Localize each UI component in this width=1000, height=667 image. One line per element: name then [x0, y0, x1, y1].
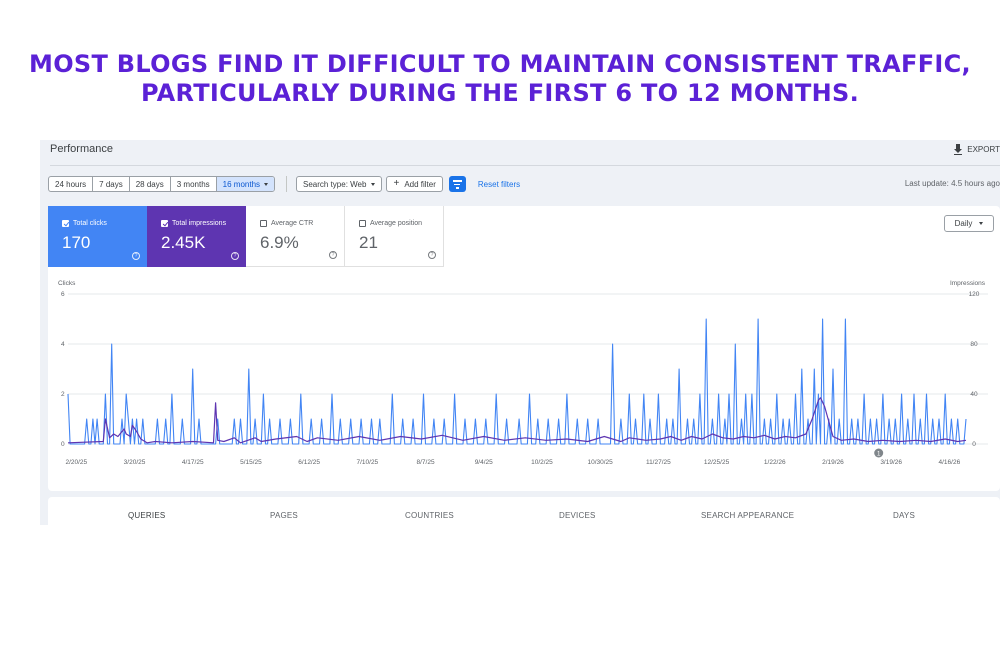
x-tick-label: 1/22/26 — [764, 459, 786, 466]
clicks-series-line — [67, 318, 967, 445]
x-tick-label: 9/4/25 — [475, 459, 493, 466]
tab-days[interactable]: DAYS — [893, 511, 915, 520]
x-tick-label: 11/27/25 — [646, 459, 671, 466]
chevron-down-icon — [264, 182, 269, 186]
metric-average-position[interactable]: Average position 21 ? — [345, 206, 444, 267]
checkbox-unchecked-icon — [260, 220, 267, 227]
range-16-months[interactable]: 16 months — [216, 177, 275, 191]
metric-label: Average position — [370, 220, 423, 227]
help-icon[interactable]: ? — [329, 251, 337, 259]
metric-label: Total clicks — [73, 220, 107, 227]
performance-panel: Performance EXPORT 24 hours 7 days 28 da… — [40, 140, 1000, 525]
annotation-marker — [874, 448, 884, 458]
performance-chart: 6 4 2 0 120 80 40 0 Clicks Impressions 2/20/25 3/20… — [58, 280, 988, 466]
y-tick-label-right: 0 — [972, 441, 976, 448]
metric-value: 21 — [359, 233, 378, 252]
search-type-label: Search type: Web — [303, 179, 367, 189]
page-title: Performance — [50, 143, 113, 155]
headline-line-2: PARTICULARLY DURING THE FIRST 6 TO 12 MO… — [140, 79, 860, 107]
x-tick-label: 2/20/25 — [65, 459, 87, 466]
add-filter-label: Add filter — [404, 179, 436, 189]
header-divider — [50, 165, 1000, 166]
x-tick-label: 10/2/25 — [531, 459, 553, 466]
metric-value: 6.9% — [260, 233, 299, 252]
metric-total-clicks[interactable]: Total clicks 170 ? — [48, 206, 147, 267]
filter-icon[interactable] — [448, 176, 466, 192]
checkbox-checked-icon — [161, 220, 168, 227]
impressions-series-line — [67, 397, 967, 444]
help-icon[interactable]: ? — [428, 251, 436, 259]
headline: MOST BLOGS FIND IT DIFFICULT TO MAINTAIN… — [0, 50, 1000, 108]
search-type-dropdown[interactable]: Search type: Web — [296, 176, 383, 192]
tab-devices[interactable]: DEVICES — [559, 511, 596, 520]
headline-line-1: MOST BLOGS FIND IT DIFFICULT TO MAINTAIN… — [29, 50, 971, 78]
x-tick-label: 12/25/25 — [704, 459, 730, 466]
date-range-selector: 24 hours 7 days 28 days 3 months 16 mont… — [48, 176, 276, 192]
checkbox-checked-icon — [62, 220, 69, 227]
x-tick-label: 7/10/25 — [356, 459, 378, 466]
annotation-label: 1 — [877, 451, 881, 458]
metric-average-ctr[interactable]: Average CTR 6.9% ? — [246, 206, 345, 267]
x-tick-label: 8/7/25 — [416, 459, 434, 466]
reset-filters-link[interactable]: Reset filters — [477, 179, 521, 189]
metric-value: 2.45K — [161, 233, 206, 252]
x-tick-label: 6/12/25 — [298, 459, 320, 466]
add-filter-button[interactable]: + Add filter — [386, 176, 443, 192]
tab-pages[interactable]: PAGES — [270, 511, 298, 520]
y-tick-label-right: 120 — [969, 291, 980, 298]
range-28-days[interactable]: 28 days — [130, 177, 171, 191]
range-7-days[interactable]: 7 days — [93, 177, 130, 191]
range-3-months[interactable]: 3 months — [171, 177, 217, 191]
export-label: EXPORT — [967, 145, 1000, 154]
tab-search-appearance[interactable]: SEARCH APPEARANCE — [701, 511, 795, 520]
y-tick-label-left: 6 — [61, 291, 65, 298]
metric-label: Average CTR — [271, 220, 314, 227]
checkbox-unchecked-icon — [359, 220, 366, 227]
help-icon[interactable]: ? — [132, 252, 140, 260]
y-tick-label-right: 80 — [970, 341, 978, 348]
plus-icon: + — [393, 178, 400, 189]
chevron-down-icon — [979, 222, 984, 225]
range-16-months-label: 16 months — [222, 179, 261, 189]
tab-countries[interactable]: COUNTRIES — [405, 511, 454, 520]
left-axis-label: Clicks — [58, 280, 76, 287]
right-axis-label: Impressions — [950, 280, 986, 287]
export-button[interactable]: EXPORT — [953, 144, 1000, 155]
granularity-dropdown[interactable]: Daily — [944, 215, 994, 232]
toolbar-divider — [286, 176, 288, 192]
chevron-down-icon — [371, 182, 376, 186]
dimension-tabs: QUERIES PAGES COUNTRIES DEVICES SEARCH A… — [48, 497, 1000, 525]
x-tick-label: 4/16/26 — [939, 459, 961, 466]
tab-queries[interactable]: QUERIES — [128, 511, 166, 520]
y-tick-label-left: 4 — [61, 341, 65, 348]
download-icon — [953, 144, 963, 155]
x-tick-label: 3/20/25 — [124, 459, 146, 466]
metric-total-impressions[interactable]: Total impressions 2.45K ? — [147, 206, 246, 267]
metric-value: 170 — [62, 233, 91, 252]
x-tick-label: 4/17/25 — [182, 459, 204, 466]
last-update-status: Last update: 4.5 hours ago — [904, 179, 1000, 188]
x-tick-label: 5/15/25 — [240, 459, 262, 466]
range-24-hours[interactable]: 24 hours — [49, 177, 94, 191]
performance-card: Total clicks 170 ? Total impressions 2.4… — [48, 206, 1000, 491]
y-tick-label-left: 2 — [61, 391, 65, 398]
granularity-label: Daily — [954, 219, 973, 228]
y-tick-label-right: 40 — [970, 391, 978, 398]
metric-label: Total impressions — [172, 220, 227, 227]
x-tick-label: 10/30/25 — [587, 459, 613, 466]
x-tick-label: 3/19/26 — [880, 459, 902, 466]
y-tick-label-left: 0 — [61, 441, 65, 448]
x-tick-label: 2/19/26 — [822, 459, 844, 466]
help-icon[interactable]: ? — [231, 252, 239, 260]
toolbar: 24 hours 7 days 28 days 3 months 16 mont… — [48, 176, 520, 192]
